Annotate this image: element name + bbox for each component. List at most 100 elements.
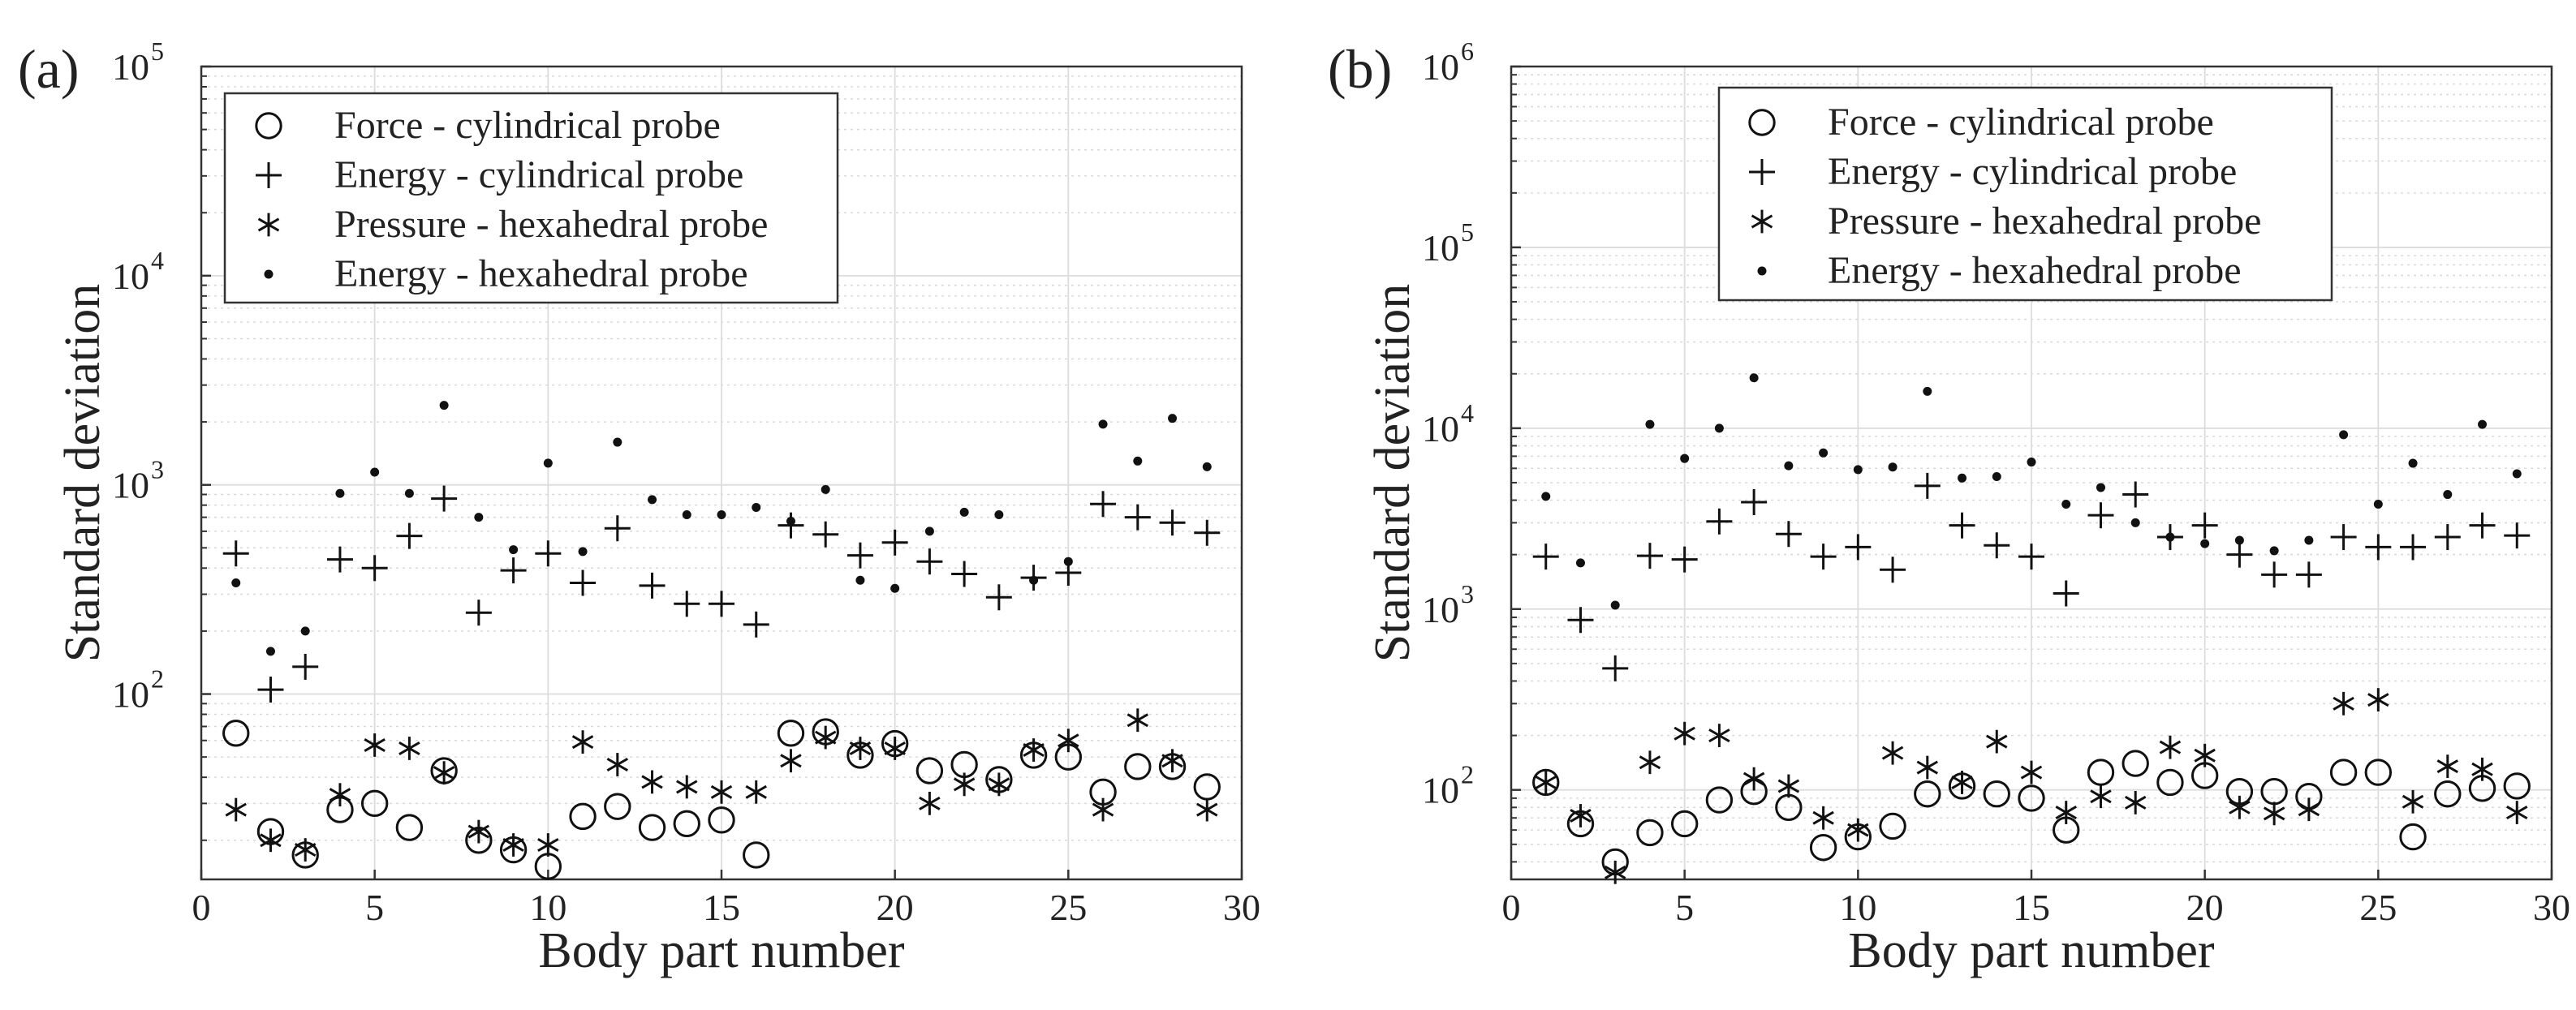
point-plus (570, 569, 597, 596)
dot-shape (1680, 453, 1690, 463)
asterisk-stroke (1126, 713, 1149, 728)
asterisk-stroke (571, 735, 594, 750)
point-plus (1567, 607, 1594, 634)
asterisk-stroke (884, 741, 906, 755)
asterisk-stroke (1196, 802, 1218, 817)
point-asterisk (1742, 767, 1765, 791)
point-plus (2053, 580, 2079, 607)
point-asterisk (2055, 801, 2077, 824)
point-asterisk (1986, 729, 2008, 754)
y-tick-exponent: 3 (1461, 579, 1474, 608)
point-asterisk (884, 737, 906, 760)
asterisk-stroke (2090, 789, 2112, 804)
circle-shape (1532, 768, 1560, 797)
point-circle (673, 810, 700, 838)
asterisk-stroke (814, 730, 837, 745)
circle-shape (1705, 786, 1734, 814)
dot-shape (2027, 458, 2036, 467)
x-tick-label: 5 (1675, 887, 1694, 928)
point-plus (846, 542, 873, 569)
y-axis-label: Standard deviation (1365, 284, 1420, 663)
point-circle (777, 720, 805, 747)
asterisk-stroke (433, 766, 455, 780)
point-asterisk (2124, 791, 2147, 814)
point-asterisk (1881, 741, 1904, 765)
x-tick-label: 30 (1223, 887, 1260, 928)
point-asterisk (745, 780, 767, 804)
legend-box (1717, 86, 2333, 302)
asterisk-stroke (919, 796, 941, 810)
x-axis-ticks: 0 5 10 15 20 25 30 (1502, 870, 2570, 928)
dot-shape (578, 547, 588, 557)
circle-shape (1670, 810, 1699, 838)
dot-shape (994, 509, 1004, 519)
x-tick-label: 20 (877, 887, 914, 928)
point-dot (2165, 532, 2175, 542)
asterisk-stroke (2020, 765, 2043, 780)
point-dot (1610, 600, 1620, 610)
point-asterisk (225, 797, 247, 822)
point-dot (578, 547, 588, 557)
point-dot (648, 495, 657, 505)
legend-symbol-asterisk (257, 213, 280, 237)
circle-shape (2018, 784, 2045, 812)
dot-shape (1202, 462, 1212, 471)
y-tick-exponent: 2 (1461, 760, 1474, 789)
circle-shape (1636, 819, 1664, 847)
point-dot (1853, 465, 1863, 475)
point-asterisk (1847, 818, 1869, 842)
point-dot (994, 509, 1004, 519)
circle-shape (360, 789, 389, 818)
dot-shape (752, 503, 761, 513)
legend-symbol-plus (1749, 159, 1775, 185)
dot-shape (959, 507, 969, 517)
dot-shape (1645, 419, 1655, 429)
point-plus (604, 515, 631, 542)
asterisk-stroke (294, 843, 317, 857)
point-circle (360, 789, 389, 818)
point-plus (951, 561, 978, 587)
point-dot (474, 513, 484, 522)
point-dot (1063, 557, 1073, 566)
point-dot (300, 626, 310, 636)
point-plus (881, 529, 908, 556)
point-dot (1680, 453, 1690, 463)
legend-entry-energy-hexahedral: Energy - hexahedral probe (334, 252, 748, 295)
dot-shape (1888, 462, 1898, 472)
dot-shape (231, 578, 241, 587)
dot-shape (717, 509, 726, 519)
point-plus (1741, 489, 1768, 516)
point-asterisk (467, 819, 490, 844)
dot-shape (2443, 490, 2453, 500)
point-asterisk (2471, 757, 2493, 781)
point-plus (1532, 544, 1559, 570)
point-asterisk (2298, 797, 2320, 822)
asterisk-stroke (2263, 806, 2285, 821)
asterisk-stroke (467, 824, 490, 839)
dot-shape (924, 526, 934, 536)
asterisk-stroke (676, 780, 698, 794)
asterisk-stroke (2229, 800, 2251, 814)
point-asterisk (2229, 795, 2251, 819)
asterisk-stroke (260, 833, 282, 848)
point-dot (1645, 419, 1655, 429)
point-plus (2087, 502, 2114, 529)
point-plus (1880, 557, 1906, 583)
point-circle (743, 841, 770, 869)
point-dot (1575, 558, 1585, 568)
point-plus (1124, 504, 1151, 531)
point-dot (2096, 483, 2105, 492)
point-plus (812, 521, 839, 548)
legend-entry-energy-cylindrical: Energy - cylindrical probe (1828, 150, 2237, 193)
dot-shape (509, 545, 519, 555)
legend-entry-energy-cylindrical: Energy - cylindrical probe (334, 153, 743, 196)
point-asterisk (329, 783, 351, 807)
point-asterisk (398, 737, 420, 760)
circle-shape (1193, 773, 1221, 801)
dot-shape (1168, 414, 1178, 423)
point-asterisk (641, 770, 663, 794)
dot-shape (543, 458, 553, 468)
asterisk-stroke (849, 741, 872, 755)
asterisk-stroke (1951, 775, 1973, 789)
